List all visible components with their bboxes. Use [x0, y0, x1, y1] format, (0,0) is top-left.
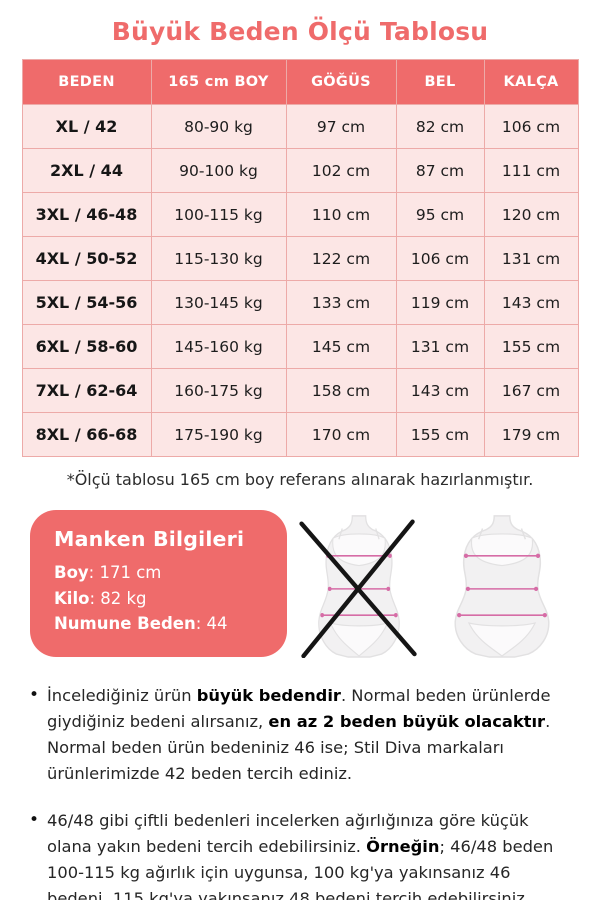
measure-cell: 160-175 kg [150, 368, 287, 413]
model-info-section: Manken Bilgileri Boy: 171 cm Kilo: 82 kg N… [30, 510, 574, 658]
page-title: Büyük Beden Ölçü Tablosu [111, 17, 489, 46]
info-bullet: 46/48 gibi çiftli bedenleri incelerken a… [28, 807, 572, 900]
measure-cell: 170 cm [285, 412, 397, 457]
slim-body-figure-crossed-out-icon [293, 512, 425, 658]
size-cell: 2XL / 44 [21, 148, 152, 193]
size-cell: 3XL / 46-48 [21, 192, 152, 237]
measure-cell: 145 cm [285, 324, 397, 369]
measure-cell: 95 cm [395, 192, 485, 237]
measure-cell: 130-145 kg [150, 280, 287, 325]
measure-cell: 167 cm [483, 368, 579, 413]
table-row: XL / 42 80-90 kg 97 cm 82 cm 106 cm [21, 104, 579, 149]
column-header: GÖĞÜS [285, 59, 397, 105]
measure-cell: 131 cm [395, 324, 485, 369]
table-note: *Ölçü tablosu 165 cm boy referans alınar… [66, 470, 534, 489]
measure-cell: 119 cm [395, 280, 485, 325]
table-row: 3XL / 46-48 100-115 kg 110 cm 95 cm 120 cm [21, 192, 579, 237]
measure-cell: 102 cm [285, 148, 397, 193]
table-row: 5XL / 54-56 130-145 kg 133 cm 119 cm 143 cm [21, 280, 579, 325]
measure-cell: 97 cm [285, 104, 397, 149]
measure-cell: 106 cm [483, 104, 579, 149]
measure-cell: 122 cm [285, 236, 397, 281]
measure-cell: 179 cm [483, 412, 579, 457]
column-header: BEL [395, 59, 485, 105]
info-bullets: İncelediğiniz ürün büyük bedendir. Norma… [28, 682, 572, 900]
measure-cell: 155 cm [395, 412, 485, 457]
model-info-lines: Boy: 171 cm Kilo: 82 kg Numune Beden: 44 [54, 560, 263, 637]
table-header-row: BEDEN 165 cm BOY GÖĞÜS BEL KALÇA [21, 59, 579, 105]
size-cell: 8XL / 66-68 [21, 412, 152, 457]
measure-cell: 143 cm [483, 280, 579, 325]
column-header: BEDEN [21, 59, 152, 105]
measure-cell: 158 cm [285, 368, 397, 413]
column-header: 165 cm BOY [150, 59, 287, 105]
table-row: 2XL / 44 90-100 kg 102 cm 87 cm 111 cm [21, 148, 579, 193]
measure-cell: 155 cm [483, 324, 579, 369]
measure-cell: 82 cm [395, 104, 485, 149]
size-cell: 5XL / 54-56 [21, 280, 152, 325]
measure-cell: 143 cm [395, 368, 485, 413]
size-cell: XL / 42 [21, 104, 152, 149]
size-cell: 4XL / 50-52 [21, 236, 152, 281]
size-cell: 6XL / 58-60 [21, 324, 152, 369]
measure-cell: 87 cm [395, 148, 485, 193]
size-cell: 7XL / 62-64 [21, 368, 152, 413]
measure-cell: 145-160 kg [150, 324, 287, 369]
measure-cell: 80-90 kg [150, 104, 287, 149]
model-info-line: Numune Beden: 44 [54, 614, 228, 634]
fit-figures [287, 510, 574, 658]
measure-cell: 106 cm [395, 236, 485, 281]
model-info-card: Manken Bilgileri Boy: 171 cm Kilo: 82 kg N… [30, 510, 287, 657]
measure-cell: 115-130 kg [150, 236, 287, 281]
column-header: KALÇA [483, 59, 579, 105]
plus-size-body-figure-icon [436, 512, 568, 658]
size-table-body: XL / 42 80-90 kg 97 cm 82 cm 106 cm 2XL / 44 9… [21, 104, 579, 457]
x-mark-icon [299, 519, 417, 658]
measure-cell: 120 cm [483, 192, 579, 237]
measure-cell: 90-100 kg [150, 148, 287, 193]
info-bullet: İncelediğiniz ürün büyük bedendir. Norma… [28, 682, 572, 787]
table-row: 8XL / 66-68 175-190 kg 170 cm 155 cm 179 cm [21, 412, 579, 457]
measure-cell: 100-115 kg [150, 192, 287, 237]
model-info-title: Manken Bilgileri [54, 527, 245, 551]
measure-cell: 131 cm [483, 236, 579, 281]
measure-cell: 111 cm [483, 148, 579, 193]
table-row: 4XL / 50-52 115-130 kg 122 cm 106 cm 131 cm [21, 236, 579, 281]
table-row: 7XL / 62-64 160-175 kg 158 cm 143 cm 167 cm [21, 368, 579, 413]
model-info-line: Kilo: 82 kg [54, 588, 147, 608]
measure-cell: 133 cm [285, 280, 397, 325]
size-table: BEDEN 165 cm BOY GÖĞÜS BEL KALÇA XL / 42 80-9… [21, 59, 579, 457]
measure-cell: 110 cm [285, 192, 397, 237]
model-info-line: Boy: 171 cm [54, 563, 162, 582]
table-row: 6XL / 58-60 145-160 kg 145 cm 131 cm 155 cm [21, 324, 579, 369]
measure-cell: 175-190 kg [150, 412, 287, 457]
